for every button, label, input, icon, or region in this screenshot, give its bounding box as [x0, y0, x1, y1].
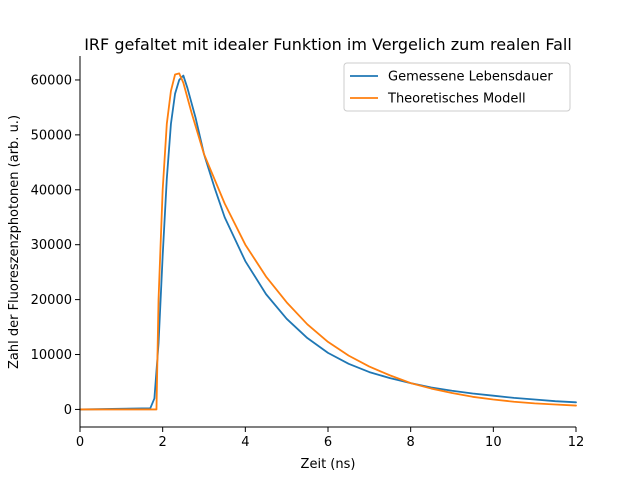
- x-tick-label: 8: [407, 435, 415, 450]
- y-tick-label: 20000: [31, 293, 72, 308]
- legend-box: [343, 62, 571, 112]
- x-tick-label: 12: [568, 435, 585, 450]
- x-tick-label: 4: [241, 435, 249, 450]
- y-tick-label: 60000: [31, 73, 72, 88]
- y-tick-label: 40000: [31, 183, 72, 198]
- plot-area: [79, 72, 577, 411]
- legend: Gemessene Lebensdauer Theoretisches Model…: [343, 62, 571, 112]
- legend-label-1: Gemessene Lebensdauer: [388, 70, 553, 85]
- y-tick-label: 50000: [31, 128, 72, 143]
- x-axis-title: Zeit (ns): [301, 457, 356, 472]
- y-tick-label: 0: [64, 403, 72, 418]
- axes: 0 2 4 6 8 10 12 0 10000 20000 30000 40000 50000 60000: [31, 56, 585, 450]
- series-line-1: [79, 74, 577, 411]
- x-tick-label: 2: [159, 435, 167, 450]
- y-axis-title: Zahl der Fluoreszenzphotonen (arb. u.): [7, 115, 22, 369]
- legend-label-2: Theoretisches Modell: [387, 92, 526, 107]
- series-line-2: [79, 72, 577, 411]
- x-tick-label: 0: [76, 435, 84, 450]
- x-tick-label: 6: [324, 435, 332, 450]
- x-tick-label: 10: [485, 435, 502, 450]
- y-tick-label: 30000: [31, 238, 72, 253]
- chart-title: IRF gefaltet mit idealer Funktion im Ver…: [84, 35, 572, 54]
- y-tick-label: 10000: [31, 348, 72, 363]
